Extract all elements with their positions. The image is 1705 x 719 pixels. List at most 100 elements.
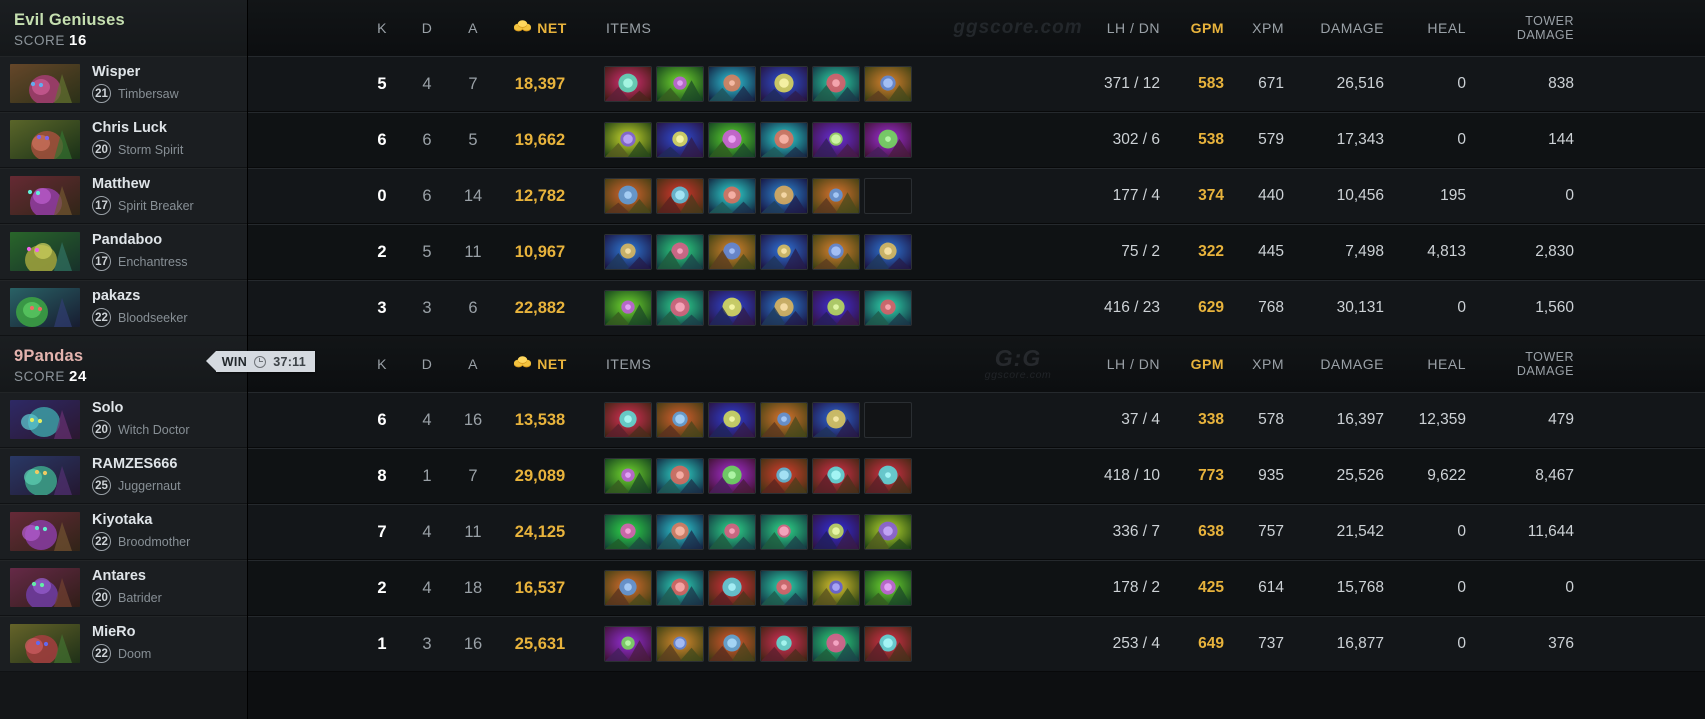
item-slot[interactable] bbox=[656, 122, 704, 158]
column-header-xpm[interactable]: XPM bbox=[1252, 20, 1284, 36]
item-slot[interactable] bbox=[656, 514, 704, 550]
player-name[interactable]: RAMZES666 bbox=[92, 456, 178, 472]
item-slot[interactable] bbox=[760, 290, 808, 326]
player-stats-row[interactable]: 8 1 7 29,089 418 / 10 773 935 25,526 9,622 8,467 bbox=[248, 448, 1705, 504]
column-header-heal[interactable]: HEAL bbox=[1427, 356, 1466, 372]
team-name-radiant[interactable]: Evil Geniuses bbox=[14, 11, 125, 29]
column-header-heal[interactable]: HEAL bbox=[1427, 20, 1466, 36]
column-header-a[interactable]: A bbox=[468, 356, 478, 372]
item-slot[interactable] bbox=[760, 458, 808, 494]
item-slot[interactable] bbox=[760, 514, 808, 550]
item-slot[interactable] bbox=[604, 626, 652, 662]
item-slot-empty[interactable] bbox=[864, 178, 912, 214]
item-slot[interactable] bbox=[708, 570, 756, 606]
item-slot[interactable] bbox=[760, 122, 808, 158]
item-slot[interactable] bbox=[708, 402, 756, 438]
item-slot[interactable] bbox=[656, 178, 704, 214]
item-slot[interactable] bbox=[760, 626, 808, 662]
item-slot[interactable] bbox=[604, 570, 652, 606]
item-slot[interactable] bbox=[812, 626, 860, 662]
column-header-tower-damage[interactable]: TOWER DAMAGE bbox=[1466, 14, 1574, 42]
column-header-lhdn[interactable]: LH / DN bbox=[1106, 356, 1160, 372]
player-row[interactable]: Antares 20 Batrider bbox=[0, 560, 247, 616]
player-row[interactable]: Chris Luck 20 Storm Spirit bbox=[0, 112, 247, 168]
item-slot[interactable] bbox=[604, 458, 652, 494]
column-header-xpm[interactable]: XPM bbox=[1252, 356, 1284, 372]
player-name[interactable]: Chris Luck bbox=[92, 120, 167, 136]
column-header-items[interactable]: ITEMS bbox=[606, 356, 652, 372]
item-slot[interactable] bbox=[604, 234, 652, 270]
column-header-items[interactable]: ITEMS bbox=[606, 20, 652, 36]
item-slot[interactable] bbox=[864, 66, 912, 102]
player-stats-row[interactable]: 0 6 14 12,782 177 / 4 374 440 10,456 195 0 bbox=[248, 168, 1705, 224]
player-stats-row[interactable]: 2 4 18 16,537 178 / 2 425 614 15,768 0 0 bbox=[248, 560, 1705, 616]
item-slot[interactable] bbox=[812, 402, 860, 438]
column-header-net[interactable]: NET bbox=[496, 355, 584, 373]
item-slot[interactable] bbox=[604, 402, 652, 438]
item-slot[interactable] bbox=[812, 234, 860, 270]
item-slot[interactable] bbox=[812, 122, 860, 158]
player-row[interactable]: Kiyotaka 22 Broodmother bbox=[0, 504, 247, 560]
item-slot[interactable] bbox=[604, 514, 652, 550]
player-name[interactable]: Matthew bbox=[92, 176, 150, 192]
item-slot[interactable] bbox=[812, 458, 860, 494]
item-slot[interactable] bbox=[656, 626, 704, 662]
column-header-damage[interactable]: DAMAGE bbox=[1320, 356, 1384, 372]
column-header-k[interactable]: K bbox=[377, 20, 387, 36]
item-slot[interactable] bbox=[656, 234, 704, 270]
column-header-gpm[interactable]: GPM bbox=[1190, 356, 1224, 372]
player-name[interactable]: pakazs bbox=[92, 288, 141, 304]
item-slot[interactable] bbox=[604, 66, 652, 102]
player-stats-row[interactable]: 3 3 6 22,882 416 / 23 629 768 30,131 0 1,560 bbox=[248, 280, 1705, 336]
item-slot[interactable] bbox=[656, 402, 704, 438]
item-slot[interactable] bbox=[812, 514, 860, 550]
column-header-tower-damage[interactable]: TOWER DAMAGE bbox=[1466, 350, 1574, 378]
item-slot[interactable] bbox=[864, 290, 912, 326]
player-stats-row[interactable]: 1 3 16 25,631 253 / 4 649 737 16,877 0 376 bbox=[248, 616, 1705, 672]
item-slot[interactable] bbox=[812, 178, 860, 214]
item-slot[interactable] bbox=[656, 458, 704, 494]
player-row[interactable]: Pandaboo 17 Enchantress bbox=[0, 224, 247, 280]
item-slot[interactable] bbox=[604, 122, 652, 158]
column-header-gpm[interactable]: GPM bbox=[1190, 20, 1224, 36]
item-slot-empty[interactable] bbox=[864, 402, 912, 438]
column-header-a[interactable]: A bbox=[468, 20, 478, 36]
player-name[interactable]: Solo bbox=[92, 400, 124, 416]
item-slot[interactable] bbox=[656, 66, 704, 102]
column-header-lhdn[interactable]: LH / DN bbox=[1106, 20, 1160, 36]
player-name[interactable]: Kiyotaka bbox=[92, 512, 153, 528]
player-name[interactable]: Wisper bbox=[92, 64, 141, 80]
player-row[interactable]: Matthew 17 Spirit Breaker bbox=[0, 168, 247, 224]
player-stats-row[interactable]: 7 4 11 24,125 336 / 7 638 757 21,542 0 11,644 bbox=[248, 504, 1705, 560]
column-header-d[interactable]: D bbox=[421, 356, 433, 372]
item-slot[interactable] bbox=[708, 234, 756, 270]
item-slot[interactable] bbox=[864, 570, 912, 606]
item-slot[interactable] bbox=[708, 458, 756, 494]
item-slot[interactable] bbox=[864, 514, 912, 550]
item-slot[interactable] bbox=[708, 514, 756, 550]
column-header-damage[interactable]: DAMAGE bbox=[1320, 20, 1384, 36]
column-header-d[interactable]: D bbox=[421, 20, 433, 36]
item-slot[interactable] bbox=[812, 570, 860, 606]
column-header-net[interactable]: NET bbox=[496, 19, 584, 37]
player-name[interactable]: MieRo bbox=[92, 624, 136, 640]
player-stats-row[interactable]: 2 5 11 10,967 75 / 2 322 445 7,498 4,813 2,830 bbox=[248, 224, 1705, 280]
item-slot[interactable] bbox=[656, 570, 704, 606]
item-slot[interactable] bbox=[708, 122, 756, 158]
player-row[interactable]: Solo 20 Witch Doctor bbox=[0, 392, 247, 448]
item-slot[interactable] bbox=[604, 290, 652, 326]
item-slot[interactable] bbox=[864, 626, 912, 662]
player-row[interactable]: MieRo 22 Doom bbox=[0, 616, 247, 672]
item-slot[interactable] bbox=[708, 290, 756, 326]
item-slot[interactable] bbox=[604, 178, 652, 214]
column-header-k[interactable]: K bbox=[377, 356, 387, 372]
item-slot[interactable] bbox=[812, 66, 860, 102]
player-stats-row[interactable]: 5 4 7 18,397 371 / 12 583 671 26,516 0 838 bbox=[248, 56, 1705, 112]
player-row[interactable]: RAMZES666 25 Juggernaut bbox=[0, 448, 247, 504]
item-slot[interactable] bbox=[812, 290, 860, 326]
player-name[interactable]: Pandaboo bbox=[92, 232, 163, 248]
item-slot[interactable] bbox=[760, 570, 808, 606]
item-slot[interactable] bbox=[760, 402, 808, 438]
player-stats-row[interactable]: 6 6 5 19,662 302 / 6 538 579 17,343 0 144 bbox=[248, 112, 1705, 168]
item-slot[interactable] bbox=[760, 66, 808, 102]
